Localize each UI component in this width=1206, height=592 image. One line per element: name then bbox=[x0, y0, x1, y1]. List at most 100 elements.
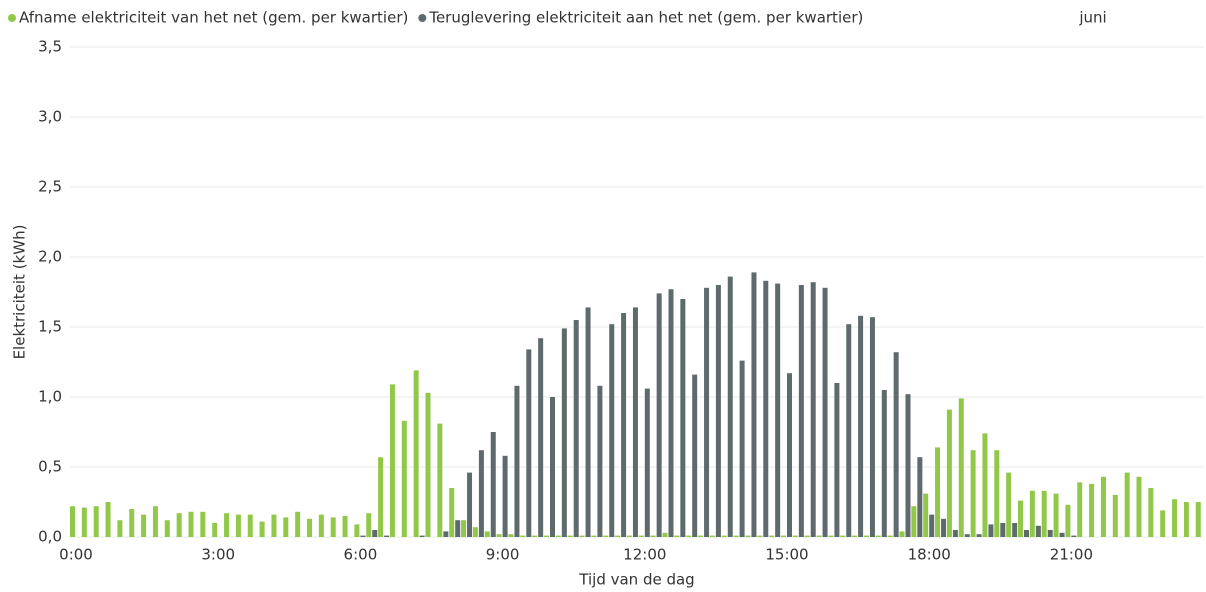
bar bbox=[538, 338, 544, 537]
bar bbox=[905, 394, 911, 537]
bar bbox=[389, 384, 395, 537]
bar bbox=[419, 535, 425, 537]
legend-label: Afname elektriciteit van het net (gem. p… bbox=[19, 9, 408, 27]
bar bbox=[259, 521, 265, 537]
bar bbox=[609, 324, 615, 537]
bar bbox=[650, 535, 656, 537]
x-tick-label: 3:00 bbox=[201, 546, 235, 564]
bar bbox=[792, 535, 798, 537]
bar bbox=[550, 397, 555, 537]
bar bbox=[561, 328, 567, 537]
bar bbox=[152, 506, 158, 537]
legend-marker bbox=[8, 14, 16, 22]
bar bbox=[976, 534, 982, 537]
bar bbox=[787, 373, 792, 537]
bar bbox=[615, 535, 621, 537]
bar bbox=[467, 472, 473, 537]
bar bbox=[567, 535, 573, 537]
bar bbox=[342, 516, 348, 537]
y-tick-label: 0,5 bbox=[38, 458, 62, 476]
bar bbox=[935, 447, 941, 537]
bar bbox=[455, 520, 461, 537]
bar bbox=[1071, 535, 1077, 537]
legend-marker bbox=[418, 14, 427, 22]
bar bbox=[964, 534, 970, 537]
bar bbox=[496, 534, 502, 537]
bar bbox=[1089, 483, 1095, 537]
bar bbox=[490, 432, 496, 537]
bar bbox=[994, 450, 1000, 537]
y-tick-label: 3,5 bbox=[38, 38, 62, 56]
bar bbox=[781, 535, 786, 537]
x-tick-label: 0:00 bbox=[59, 546, 93, 564]
bar bbox=[668, 289, 674, 537]
bar bbox=[1053, 493, 1059, 537]
bar bbox=[585, 307, 591, 537]
bar bbox=[1047, 530, 1053, 537]
bar bbox=[917, 457, 923, 537]
bar bbox=[1100, 476, 1106, 537]
x-tick-label: 6:00 bbox=[344, 546, 378, 564]
bar bbox=[941, 518, 947, 537]
bar bbox=[810, 282, 816, 537]
bar bbox=[911, 506, 917, 537]
bar bbox=[626, 535, 632, 537]
bar bbox=[828, 535, 834, 537]
legend-label: Teruglevering elektriciteit aan het net … bbox=[428, 9, 863, 27]
bar bbox=[449, 488, 455, 537]
y-tick-label: 2,5 bbox=[38, 178, 62, 196]
bar bbox=[330, 517, 336, 537]
bar bbox=[271, 514, 277, 537]
bar bbox=[1172, 499, 1178, 537]
x-tick-label: 12:00 bbox=[623, 546, 666, 564]
bar bbox=[1183, 502, 1189, 537]
bar bbox=[1160, 510, 1166, 537]
bar bbox=[1012, 523, 1018, 537]
bar bbox=[656, 293, 662, 537]
bar bbox=[597, 385, 603, 537]
bar bbox=[1000, 523, 1006, 537]
y-tick-label: 1,5 bbox=[38, 318, 62, 336]
bar bbox=[1148, 488, 1154, 537]
bar bbox=[680, 299, 686, 537]
bar bbox=[840, 535, 846, 537]
bar bbox=[970, 450, 976, 537]
bar bbox=[484, 531, 490, 537]
bar bbox=[638, 535, 644, 537]
bar bbox=[721, 535, 727, 537]
bar bbox=[982, 433, 988, 537]
bar bbox=[1112, 495, 1118, 537]
bar bbox=[1065, 504, 1071, 537]
y-tick-label: 1,0 bbox=[38, 388, 62, 406]
bar bbox=[378, 457, 384, 537]
bar bbox=[863, 535, 869, 537]
bar bbox=[247, 514, 253, 537]
bar bbox=[164, 520, 170, 537]
bar bbox=[769, 535, 775, 537]
bar bbox=[141, 514, 147, 537]
x-tick-label: 18:00 bbox=[908, 546, 951, 564]
bar bbox=[384, 535, 390, 537]
bar bbox=[875, 535, 881, 537]
bar bbox=[1059, 532, 1065, 537]
bar bbox=[81, 507, 87, 537]
bar bbox=[1018, 500, 1023, 537]
bar bbox=[775, 283, 781, 537]
bar bbox=[283, 517, 289, 537]
bar bbox=[93, 506, 99, 537]
bar bbox=[704, 287, 710, 537]
bar bbox=[1124, 472, 1130, 537]
bar bbox=[307, 518, 312, 537]
bar bbox=[318, 514, 324, 537]
bar bbox=[662, 532, 668, 537]
bar bbox=[692, 374, 698, 537]
bar bbox=[295, 511, 301, 537]
bar bbox=[372, 530, 378, 537]
bar bbox=[698, 535, 704, 537]
bar bbox=[929, 514, 935, 537]
bar bbox=[852, 535, 858, 537]
bar bbox=[188, 511, 194, 537]
bar bbox=[804, 535, 810, 537]
bar bbox=[425, 392, 431, 537]
